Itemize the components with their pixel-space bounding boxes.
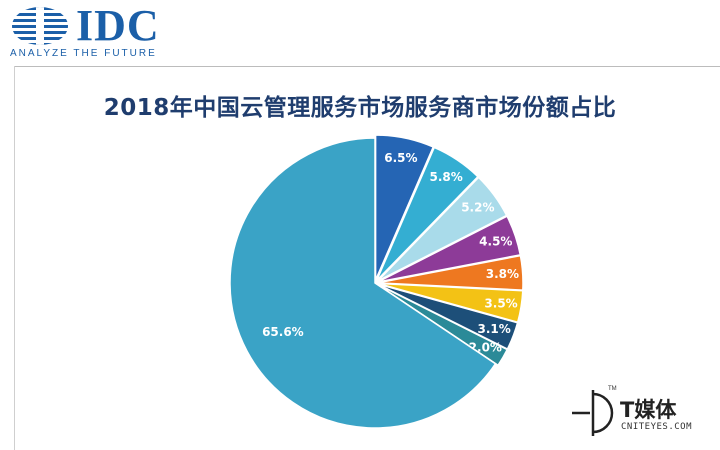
left-border [14, 66, 15, 450]
pie-slice [377, 283, 509, 367]
slice-label: 4.5% [479, 235, 512, 249]
slice-label: 65.6% [262, 325, 304, 339]
idc-globe-icon [12, 7, 68, 45]
idc-logo: IDC ANALYZE THE FUTURE [6, 2, 176, 62]
header-divider [14, 66, 720, 67]
slice-label: 3.8% [486, 267, 519, 281]
watermark-url: CNITEYES.COM [621, 422, 693, 432]
watermark-name: T媒体 [620, 398, 677, 422]
pie-slice [377, 215, 522, 283]
pie-slice [375, 146, 479, 282]
watermark-tm: TM [608, 386, 617, 392]
pie-slice [229, 137, 497, 429]
watermark-logo-icon [572, 390, 614, 436]
slice-label: 3.5% [484, 296, 517, 310]
logo-tagline: ANALYZE THE FUTURE [10, 48, 157, 59]
watermark: TM T媒体 CNITEYES.COM [570, 384, 720, 444]
pie-slice [376, 176, 508, 282]
slice-label: 5.8% [429, 170, 462, 184]
slice-label: 3.1% [478, 322, 511, 336]
slice-label: 5.2% [461, 200, 494, 214]
chart-title: 2018年中国云管理服务市场服务商市场份额占比 [103, 95, 617, 121]
logo-text: IDC [76, 1, 160, 50]
slice-label: 6.5% [384, 151, 417, 165]
pie-slice [374, 134, 435, 281]
